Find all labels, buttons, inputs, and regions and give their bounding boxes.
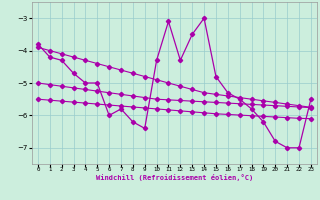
X-axis label: Windchill (Refroidissement éolien,°C): Windchill (Refroidissement éolien,°C) [96,174,253,181]
